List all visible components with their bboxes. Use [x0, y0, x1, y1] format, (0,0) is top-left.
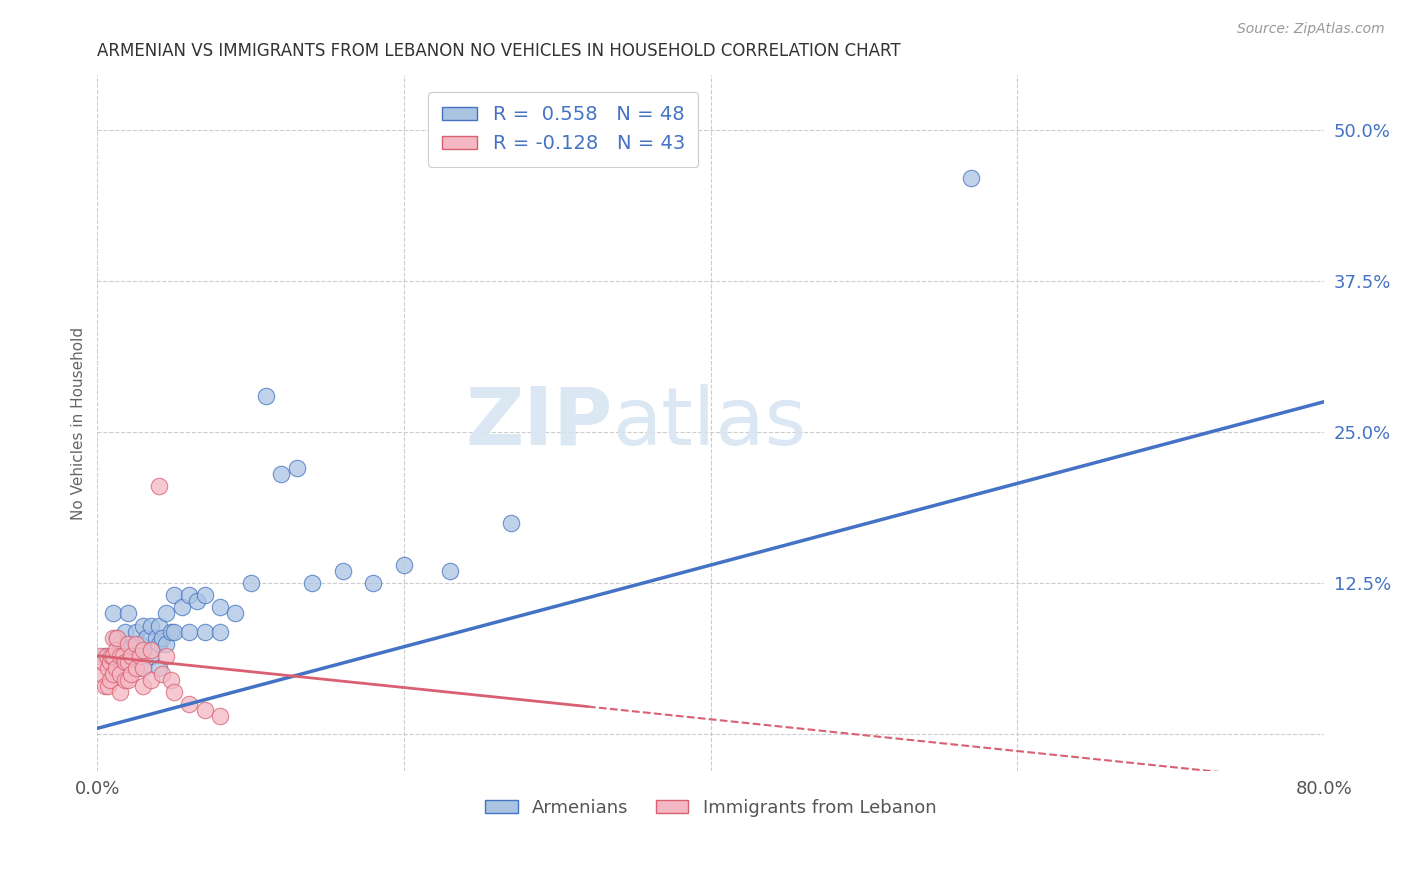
- Point: [101, 667, 124, 681]
- Point: [270, 467, 292, 482]
- Point: [145, 631, 167, 645]
- Point: [132, 642, 155, 657]
- Point: [392, 558, 415, 572]
- Point: [960, 171, 983, 186]
- Point: [150, 631, 173, 645]
- Point: [439, 564, 461, 578]
- Point: [101, 648, 124, 663]
- Point: [110, 667, 132, 681]
- Point: [163, 685, 186, 699]
- Point: [208, 709, 231, 723]
- Point: [170, 600, 193, 615]
- Point: [117, 655, 139, 669]
- Point: [179, 624, 201, 639]
- Point: [332, 564, 354, 578]
- Point: [120, 667, 142, 681]
- Point: [363, 576, 385, 591]
- Point: [98, 673, 121, 687]
- Point: [89, 648, 111, 663]
- Point: [224, 607, 246, 621]
- Point: [105, 631, 128, 645]
- Point: [501, 516, 523, 530]
- Point: [208, 600, 231, 615]
- Point: [132, 661, 155, 675]
- Point: [104, 661, 127, 675]
- Point: [163, 588, 186, 602]
- Point: [285, 461, 308, 475]
- Point: [117, 642, 139, 657]
- Point: [160, 624, 183, 639]
- Point: [139, 618, 162, 632]
- Point: [135, 631, 157, 645]
- Point: [208, 624, 231, 639]
- Text: Source: ZipAtlas.com: Source: ZipAtlas.com: [1237, 22, 1385, 37]
- Point: [117, 673, 139, 687]
- Point: [125, 661, 148, 675]
- Point: [163, 624, 186, 639]
- Point: [148, 618, 170, 632]
- Point: [125, 637, 148, 651]
- Point: [139, 642, 162, 657]
- Point: [114, 624, 136, 639]
- Text: ZIP: ZIP: [465, 384, 613, 462]
- Point: [94, 679, 117, 693]
- Point: [97, 679, 120, 693]
- Point: [194, 588, 217, 602]
- Point: [254, 389, 277, 403]
- Point: [98, 655, 121, 669]
- Point: [94, 648, 117, 663]
- Point: [125, 624, 148, 639]
- Point: [179, 697, 201, 711]
- Point: [155, 648, 177, 663]
- Point: [97, 661, 120, 675]
- Point: [110, 648, 132, 663]
- Point: [114, 673, 136, 687]
- Point: [148, 661, 170, 675]
- Point: [114, 655, 136, 669]
- Point: [101, 667, 124, 681]
- Y-axis label: No Vehicles in Household: No Vehicles in Household: [72, 326, 86, 519]
- Point: [101, 607, 124, 621]
- Point: [155, 607, 177, 621]
- Text: ARMENIAN VS IMMIGRANTS FROM LEBANON NO VEHICLES IN HOUSEHOLD CORRELATION CHART: ARMENIAN VS IMMIGRANTS FROM LEBANON NO V…: [97, 42, 901, 60]
- Point: [104, 631, 127, 645]
- Point: [148, 479, 170, 493]
- Point: [112, 648, 135, 663]
- Point: [104, 642, 127, 657]
- Point: [132, 642, 155, 657]
- Legend: Armenians, Immigrants from Lebanon: Armenians, Immigrants from Lebanon: [478, 792, 943, 824]
- Point: [125, 648, 148, 663]
- Point: [194, 624, 217, 639]
- Point: [160, 673, 183, 687]
- Point: [132, 661, 155, 675]
- Point: [100, 648, 122, 663]
- Point: [148, 637, 170, 651]
- Text: atlas: atlas: [613, 384, 807, 462]
- Point: [179, 588, 201, 602]
- Point: [96, 648, 118, 663]
- Point: [150, 667, 173, 681]
- Point: [93, 655, 115, 669]
- Point: [139, 673, 162, 687]
- Point: [91, 667, 114, 681]
- Point: [129, 648, 152, 663]
- Point: [110, 685, 132, 699]
- Point: [132, 679, 155, 693]
- Point: [117, 637, 139, 651]
- Point: [101, 631, 124, 645]
- Point: [129, 637, 152, 651]
- Point: [301, 576, 323, 591]
- Point: [120, 648, 142, 663]
- Point: [239, 576, 262, 591]
- Point: [194, 703, 217, 717]
- Point: [132, 618, 155, 632]
- Point: [117, 607, 139, 621]
- Point: [110, 655, 132, 669]
- Point: [186, 594, 208, 608]
- Point: [110, 637, 132, 651]
- Point: [139, 648, 162, 663]
- Point: [155, 637, 177, 651]
